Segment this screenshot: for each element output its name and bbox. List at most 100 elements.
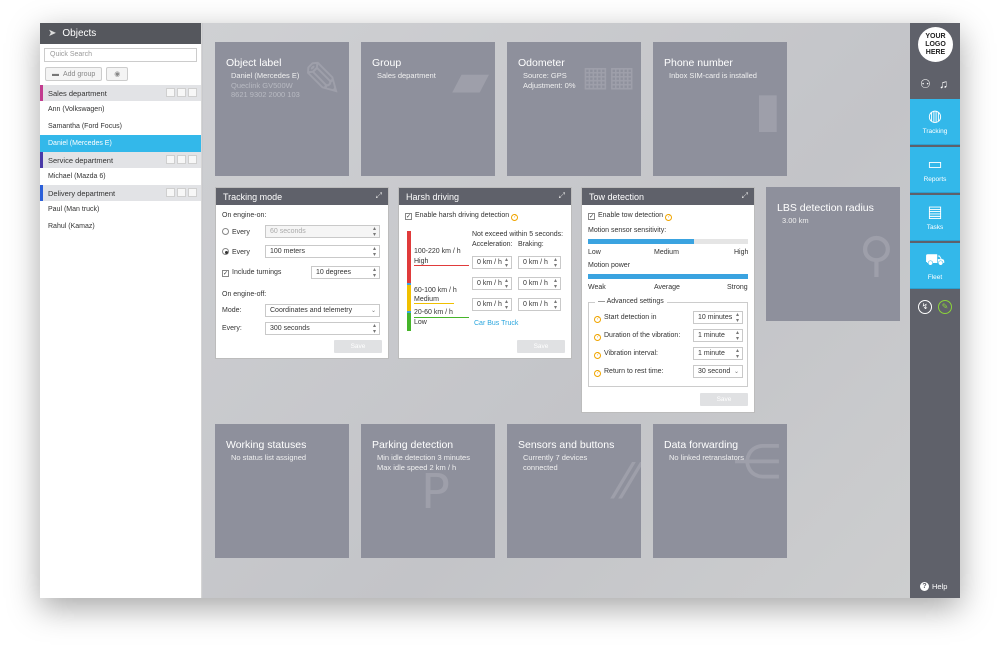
brake-low-input[interactable]: 0 km / h ▴ ▾ <box>518 298 561 311</box>
visibility-toggle-button[interactable]: ◉ <box>106 67 129 81</box>
group-edit-icon[interactable] <box>188 188 197 197</box>
truck-link[interactable]: Truck <box>501 320 519 327</box>
share-icon: ⋲ <box>733 434 781 490</box>
accel-high-input[interactable]: 0 km / h ▴ ▾ <box>472 256 512 269</box>
start-detection-input[interactable]: 10 minutes ▴ ▾ <box>693 311 743 324</box>
parking-detection-tile[interactable]: P Parking detection Min idle detection 3… <box>361 424 495 558</box>
interval-input[interactable]: 1 minute ▴ ▾ <box>693 347 743 360</box>
collapse-icon[interactable]: ⤢ <box>741 191 748 200</box>
group-doc-icon[interactable] <box>166 188 175 197</box>
mode-select[interactable]: Coordinates and telemetry ⌄ <box>265 304 380 317</box>
stepper-icon[interactable]: ▴ ▾ <box>553 278 557 290</box>
stepper-icon[interactable]: ▴ ▾ <box>553 299 557 311</box>
help-icon[interactable]: ? <box>594 334 601 341</box>
help-label: Help <box>932 582 948 591</box>
group-doc-icon[interactable] <box>166 88 175 97</box>
list-item[interactable]: Rahul (Kamaz) <box>48 223 95 230</box>
nav-reports[interactable]: ▭ Reports <box>910 147 960 193</box>
list-item-active[interactable]: Daniel (Mercedes E) <box>40 135 201 152</box>
list-item[interactable]: Ann (Volkswagen) <box>48 106 105 113</box>
power-slider[interactable] <box>588 274 748 279</box>
bus-link[interactable]: Bus <box>487 320 500 327</box>
stepper-icon[interactable]: ▴ ▾ <box>372 246 376 258</box>
quick-search-input[interactable]: Quick Search <box>44 48 197 62</box>
brake-medium-input[interactable]: 0 km / h ▴ ▾ <box>518 277 561 290</box>
group-link-icon[interactable] <box>177 155 186 164</box>
enable-tow-checkbox[interactable]: ✓ Enable tow detection ? <box>588 212 675 221</box>
group-link-icon[interactable] <box>177 188 186 197</box>
enable-harsh-checkbox[interactable]: ✓ Enable harsh driving detection ? <box>405 212 521 221</box>
group-link-icon[interactable] <box>177 88 186 97</box>
help-button[interactable]: ? Help <box>920 582 947 591</box>
group-doc-icon[interactable] <box>166 155 175 164</box>
nav-tasks[interactable]: ▤ Tasks <box>910 195 960 241</box>
list-item[interactable]: Michael (Mazda 6) <box>48 173 106 180</box>
sensitivity-slider[interactable] <box>588 239 748 244</box>
collapse-icon[interactable]: ⤢ <box>375 191 382 200</box>
lbs-radius-tile[interactable]: ⚲ LBS detection radius 3.00 km <box>766 187 900 321</box>
every-seconds-radio[interactable]: Every <box>222 228 250 236</box>
brake-high-input[interactable]: 0 km / h ▴ ▾ <box>518 256 561 269</box>
duration-input[interactable]: 1 minute ▴ ▾ <box>693 329 743 342</box>
tracking-mode-panel: Tracking mode ⤢ On engine-on: Every 60 s… <box>215 187 389 359</box>
collapse-icon[interactable]: ⤢ <box>558 191 565 200</box>
seconds-input[interactable]: 60 seconds ▴ ▾ <box>265 225 380 238</box>
meters-input[interactable]: 100 meters ▴ ▾ <box>265 245 380 258</box>
help-icon[interactable]: ? <box>664 214 672 221</box>
advanced-settings-toggle[interactable]: — Advanced settings <box>595 298 667 305</box>
data-forwarding-tile[interactable]: ⋲ Data forwarding No linked retranslator… <box>653 424 787 558</box>
group-delivery[interactable]: Delivery department <box>40 185 201 201</box>
include-turnings-checkbox[interactable]: ✓ Include turnings <box>222 269 281 277</box>
stepper-icon[interactable]: ▴ ▾ <box>553 257 557 269</box>
group-edit-icon[interactable] <box>188 88 197 97</box>
odometer-digits-icon: ▦▦ <box>582 60 635 93</box>
engine-off-seconds-input[interactable]: 300 seconds ▴ ▾ <box>265 322 380 335</box>
tile-sub: Sales department <box>377 71 436 80</box>
help-icon[interactable]: ? <box>594 316 601 323</box>
odometer-tile[interactable]: ▦▦ Odometer Source: GPS Adjustment: 0% <box>507 42 641 176</box>
save-button[interactable]: Save <box>334 340 382 353</box>
help-icon[interactable]: ? <box>511 214 519 221</box>
nav-tracking[interactable]: ◍ Tracking <box>910 99 960 145</box>
bell-icon[interactable]: ♫ <box>939 77 948 91</box>
stepper-icon[interactable]: ▴ ▾ <box>504 257 508 269</box>
car-link[interactable]: Car <box>474 320 486 327</box>
user-icon[interactable]: ⚇ <box>920 77 931 91</box>
list-item[interactable]: Samantha (Ford Focus) <box>48 123 122 130</box>
stepper-icon[interactable]: ▴ ▾ <box>735 312 739 324</box>
stepper-icon[interactable]: ▴ ▾ <box>372 226 376 238</box>
phone-number-tile[interactable]: ▮ Phone number Inbox SIM-card is install… <box>653 42 787 176</box>
degrees-input[interactable]: 10 degrees ▴ ▾ <box>311 266 380 279</box>
every-meters-radio[interactable]: Every <box>222 248 250 256</box>
tile-sub: connected <box>523 462 558 472</box>
stepper-icon[interactable]: ▴ ▾ <box>735 330 739 342</box>
wrench-icon[interactable]: ✎ <box>938 300 952 314</box>
help-icon[interactable]: ? <box>594 352 601 359</box>
save-button[interactable]: Save <box>517 340 565 353</box>
sens-high: High <box>734 249 749 256</box>
save-button[interactable]: Save <box>700 393 748 406</box>
add-group-button[interactable]: ▬ Add group <box>45 67 103 81</box>
stepper-icon[interactable]: ▴ ▾ <box>372 267 376 279</box>
low-label: Low <box>414 319 427 326</box>
group-tile[interactable]: ▰ Group Sales department <box>361 42 495 176</box>
sensors-buttons-tile[interactable]: ⁄⁄ Sensors and buttons Currently 7 devic… <box>507 424 641 558</box>
group-service[interactable]: Service department <box>40 152 201 168</box>
group-sales[interactable]: Sales department <box>40 85 201 101</box>
object-label-tile[interactable]: ✎ Object label Daniel (Mercedes E) Quecl… <box>215 42 349 176</box>
route-icon[interactable]: ↯ <box>918 300 932 314</box>
list-item[interactable]: Paul (Man truck) <box>48 206 100 213</box>
group-edit-icon[interactable] <box>188 155 197 164</box>
accel-low-input[interactable]: 0 km / h ▴ ▾ <box>472 298 512 311</box>
working-statuses-tile[interactable]: Working statuses No status list assigned <box>215 424 349 558</box>
help-icon[interactable]: ? <box>594 370 601 377</box>
tile-sub: Daniel (Mercedes E) <box>231 71 300 80</box>
stepper-icon[interactable]: ▴ ▾ <box>372 323 376 335</box>
accel-medium-input[interactable]: 0 km / h ▴ ▾ <box>472 277 512 290</box>
stepper-icon[interactable]: ▴ ▾ <box>735 348 739 360</box>
return-select[interactable]: 30 second ⌄ <box>693 365 743 378</box>
stepper-icon[interactable]: ▴ ▾ <box>504 278 508 290</box>
stepper-icon[interactable]: ▴ ▾ <box>504 299 508 311</box>
tile-title: Odometer <box>518 57 565 69</box>
nav-fleet[interactable]: ⛟ Fleet <box>910 243 960 289</box>
